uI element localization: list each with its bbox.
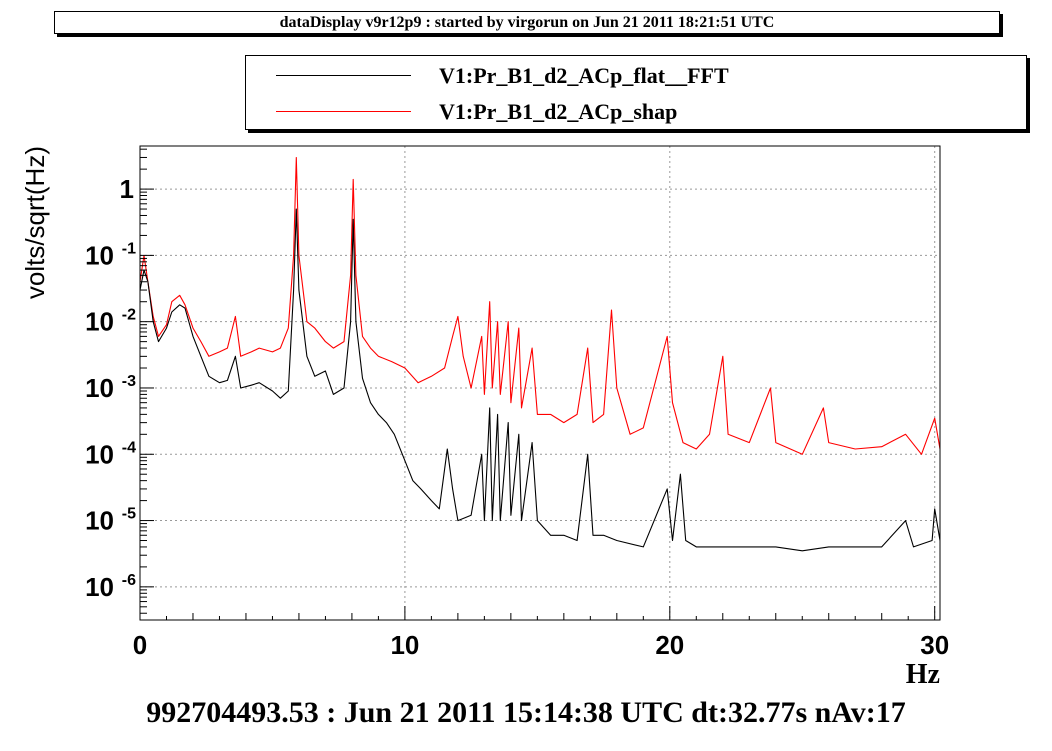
series-shap-line xyxy=(139,156,941,455)
legend-swatch-shap xyxy=(276,111,411,112)
legend-entry-shap: V1:Pr_B1_d2_ACp_shap xyxy=(246,94,1026,128)
y-tick-label: 10 xyxy=(85,307,114,337)
legend-swatch-flat-fft xyxy=(276,75,411,76)
y-tick-label: 1 xyxy=(120,174,134,204)
y-tick-exponent: -6 xyxy=(122,572,136,589)
y-tick-label: 10 xyxy=(85,572,114,602)
y-tick-label: 10 xyxy=(85,439,114,469)
y-axis-label: volts/sqrt(Hz) xyxy=(20,146,50,299)
y-tick-exponent: -5 xyxy=(122,506,136,523)
canvas-title: dataDisplay v9r12p9 : started by virgoru… xyxy=(54,11,1000,34)
y-tick-label: 10 xyxy=(85,506,114,536)
x-tick-label: 30 xyxy=(920,630,949,660)
legend-label-flat-fft: V1:Pr_B1_d2_ACp_flat__FFT xyxy=(439,63,729,88)
footer-timestamp: 992704493.53 : Jun 21 2011 15:14:38 UTC … xyxy=(146,696,906,729)
x-axis-label: Hz xyxy=(906,659,940,690)
series-flat-fft-line xyxy=(139,208,941,552)
y-tick-exponent: -1 xyxy=(122,240,136,257)
y-tick-label: 10 xyxy=(85,240,114,270)
x-tick-label: 0 xyxy=(133,630,147,660)
legend-label-shap: V1:Pr_B1_d2_ACp_shap xyxy=(439,99,678,124)
legend-entry-flat-fft: V1:Pr_B1_d2_ACp_flat__FFT xyxy=(246,58,1026,92)
legend: V1:Pr_B1_d2_ACp_flat__FFT V1:Pr_B1_d2_AC… xyxy=(245,55,1027,130)
x-tick-label: 10 xyxy=(390,630,419,660)
axis-labels: 0 10 20 30 10 -6 10 -5 10 -4 10 -3 10 -2 10 -1 1 Hz volts/… xyxy=(20,146,949,690)
y-tick-label: 10 xyxy=(85,373,114,403)
y-tick-exponent: -3 xyxy=(122,373,136,390)
x-tick-label: 20 xyxy=(655,630,684,660)
grid-lines xyxy=(140,146,940,620)
series-layer xyxy=(139,156,941,552)
axis-ticks xyxy=(139,148,936,620)
y-tick-exponent: -4 xyxy=(122,439,136,456)
y-tick-exponent: -2 xyxy=(122,307,136,324)
plot-frame xyxy=(139,145,941,621)
